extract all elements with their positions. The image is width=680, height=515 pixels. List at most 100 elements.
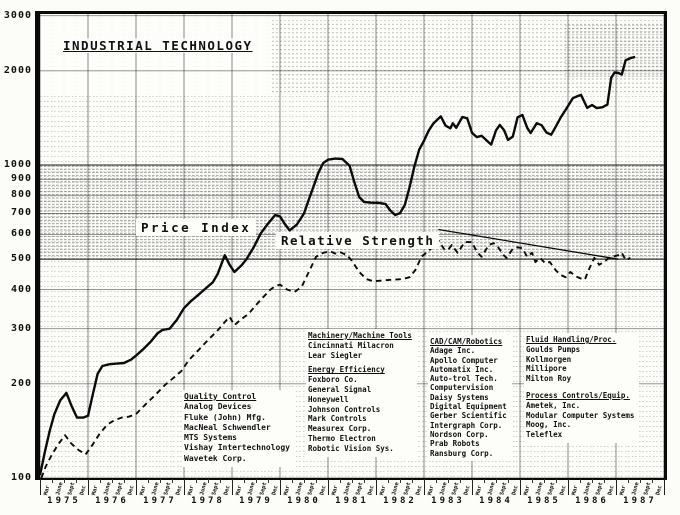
- year-label: 1980: [287, 496, 321, 506]
- month-tick-label: Dec: [222, 484, 232, 496]
- month-tick-label: Dec: [126, 484, 136, 496]
- category-header: Quality Control: [184, 392, 257, 401]
- month-tick-label: Mar: [187, 484, 196, 496]
- quarter-tick: [172, 479, 173, 483]
- company-group-column-4: Fluid Handling/Proc. Goulds Pumps Kollmorg…: [524, 333, 640, 443]
- year-label: 1976: [95, 496, 129, 506]
- company-item: Ransburg Corp.: [430, 448, 494, 458]
- month-tick-label: Sept: [403, 481, 413, 496]
- quarter-tick: [544, 479, 545, 483]
- month-tick-label: Dec: [174, 484, 184, 496]
- y-axis-tick-label: 200: [10, 377, 32, 389]
- company-item: Gerber Scientific: [430, 411, 507, 421]
- month-tick-label: Sept: [67, 481, 77, 496]
- quarter-tick: [196, 479, 197, 483]
- month-tick-label: Sept: [163, 481, 173, 496]
- price-index-label: Price Index: [136, 219, 257, 236]
- x-axis-year-cell: Mar June Sept Dec 1980: [280, 479, 329, 513]
- year-separator-tick: [664, 479, 665, 495]
- year-separator-tick: [184, 479, 185, 495]
- quarter-tick: [340, 479, 341, 483]
- quarter-tick: [460, 479, 461, 483]
- quarter-tick: [124, 479, 125, 483]
- company-item: Johnson Controls: [308, 404, 381, 414]
- month-tick-label: June: [343, 481, 353, 496]
- company-item: Honeywell: [308, 394, 349, 404]
- month-tick-label: Dec: [606, 484, 616, 496]
- y-axis-tick-label: 400: [10, 283, 32, 295]
- month-tick-label: Dec: [510, 484, 520, 496]
- quarter-tick: [400, 479, 401, 483]
- month-tick-label: Sept: [643, 481, 653, 496]
- year-label: 1979: [239, 496, 273, 506]
- x-axis-year-cell: Mar June Sept Dec 1986: [568, 479, 617, 513]
- company-item: Goulds Pumps: [526, 344, 581, 354]
- month-tick-label: June: [55, 481, 65, 496]
- year-separator-tick: [328, 479, 329, 495]
- year-separator-tick: [376, 479, 377, 495]
- company-item: Vishay Intertechnology: [184, 443, 290, 453]
- month-tick-label: June: [535, 481, 545, 496]
- x-axis-year-cell: Mar June Sept Dec 1982: [376, 479, 425, 513]
- year-separator-tick: [136, 479, 137, 495]
- month-tick-label: June: [247, 481, 257, 496]
- month-tick-label: Mar: [43, 484, 52, 496]
- month-tick-label: Dec: [366, 484, 376, 496]
- company-item: Moog, Inc.: [526, 420, 572, 430]
- quarter-tick: [580, 479, 581, 483]
- year-separator-tick: [40, 479, 41, 495]
- company-item: General Signal: [308, 384, 372, 394]
- year-separator-tick: [280, 479, 281, 495]
- company-item: Auto-trol Tech.: [430, 374, 498, 384]
- year-separator-tick: [232, 479, 233, 495]
- company-item: Milton Roy: [526, 374, 572, 384]
- quarter-tick: [436, 479, 437, 483]
- company-item: MacNeal Schwendler: [184, 422, 271, 432]
- company-item: Analog Devices: [184, 402, 252, 412]
- month-tick-label: Sept: [115, 481, 125, 496]
- month-tick-label: Mar: [523, 484, 532, 496]
- category-header: Fluid Handling/Proc.: [526, 335, 617, 344]
- company-item: Robotic Vision Sys.: [308, 443, 394, 453]
- company-item: Prab Robots: [430, 439, 480, 449]
- month-tick-label: June: [103, 481, 113, 496]
- company-group-column-3: CAD/CAM/Robotics Adage Inc. Apollo Compute…: [428, 335, 512, 461]
- quarter-tick: [640, 479, 641, 483]
- quarter-tick: [532, 479, 533, 483]
- company-item: Lear Siegler: [308, 350, 363, 360]
- company-group-column-1: Quality Control Analog Devices Fluke (John…: [182, 390, 295, 468]
- year-separator-tick: [520, 479, 521, 495]
- month-tick-label: June: [391, 481, 401, 496]
- y-axis-tick-label: 300: [10, 322, 32, 334]
- quarter-tick: [220, 479, 221, 483]
- quarter-tick: [292, 479, 293, 483]
- quarter-tick: [628, 479, 629, 483]
- month-tick-label: June: [631, 481, 641, 496]
- month-tick-label: Sept: [451, 481, 461, 496]
- month-tick-label: Sept: [307, 481, 317, 496]
- company-group-column-2: Machinery/Machine Tools Cincinnati Milacr…: [306, 329, 417, 457]
- company-item: Teleflex: [526, 430, 563, 440]
- month-tick-label: Dec: [462, 484, 472, 496]
- month-tick-label: June: [295, 481, 305, 496]
- quarter-tick: [364, 479, 365, 483]
- x-axis-year-cell: Mar June Sept Dec 1979: [232, 479, 281, 513]
- category-header: Energy Efficiency: [308, 365, 385, 375]
- company-item: Measurex Corp.: [308, 424, 372, 434]
- chart-title: INDUSTRIAL TECHNOLOGY: [60, 38, 256, 53]
- year-label: 1985: [527, 496, 561, 506]
- x-axis: Mar June Sept Dec 1975 Mar June Sept Dec 1976 Mar J…: [40, 479, 666, 515]
- quarter-tick: [592, 479, 593, 483]
- company-item: Adage Inc.: [430, 346, 476, 356]
- year-label: 1978: [191, 496, 225, 506]
- y-axis-tick-label: 1000: [3, 159, 32, 170]
- company-item: Kollmorgen: [526, 354, 572, 364]
- x-axis-end: [664, 479, 666, 513]
- month-tick-label: June: [199, 481, 209, 496]
- year-label: 1981: [335, 496, 369, 506]
- company-item: Automatix Inc.: [430, 364, 494, 374]
- quarter-tick: [556, 479, 557, 483]
- month-tick-label: Mar: [331, 484, 340, 496]
- month-tick-label: Mar: [619, 484, 628, 496]
